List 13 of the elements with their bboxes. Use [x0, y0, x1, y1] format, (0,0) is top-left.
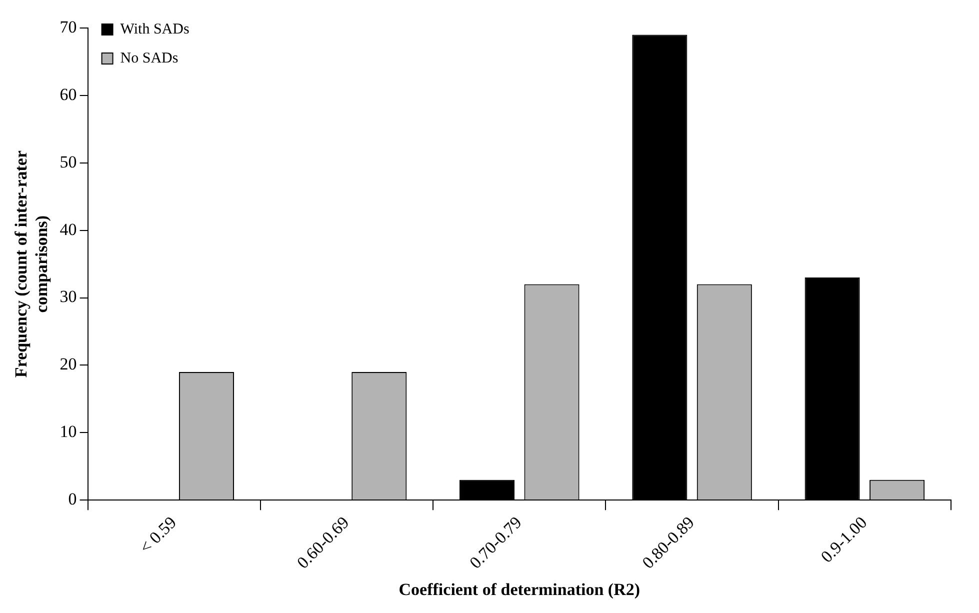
- y-tick-label: 10: [60, 422, 77, 442]
- y-tick-label: 50: [60, 152, 77, 172]
- y-tick-label: 30: [60, 287, 77, 306]
- y-tick-label: 60: [60, 84, 77, 104]
- x-axis-title: Coefficient of determination (R2): [398, 580, 640, 600]
- y-tick-label: 0: [68, 490, 77, 509]
- y-tick-label: 70: [60, 17, 77, 36]
- y-axis-title: Frequency (count of inter-rater comparisons): [12, 150, 51, 378]
- y-tick-label: 20: [60, 354, 77, 374]
- legend-label: With SADs: [120, 21, 190, 38]
- x-tick-label: < 0.59: [136, 512, 180, 558]
- legend-label: No SADs: [120, 50, 178, 66]
- y-tick-label: 40: [60, 220, 77, 239]
